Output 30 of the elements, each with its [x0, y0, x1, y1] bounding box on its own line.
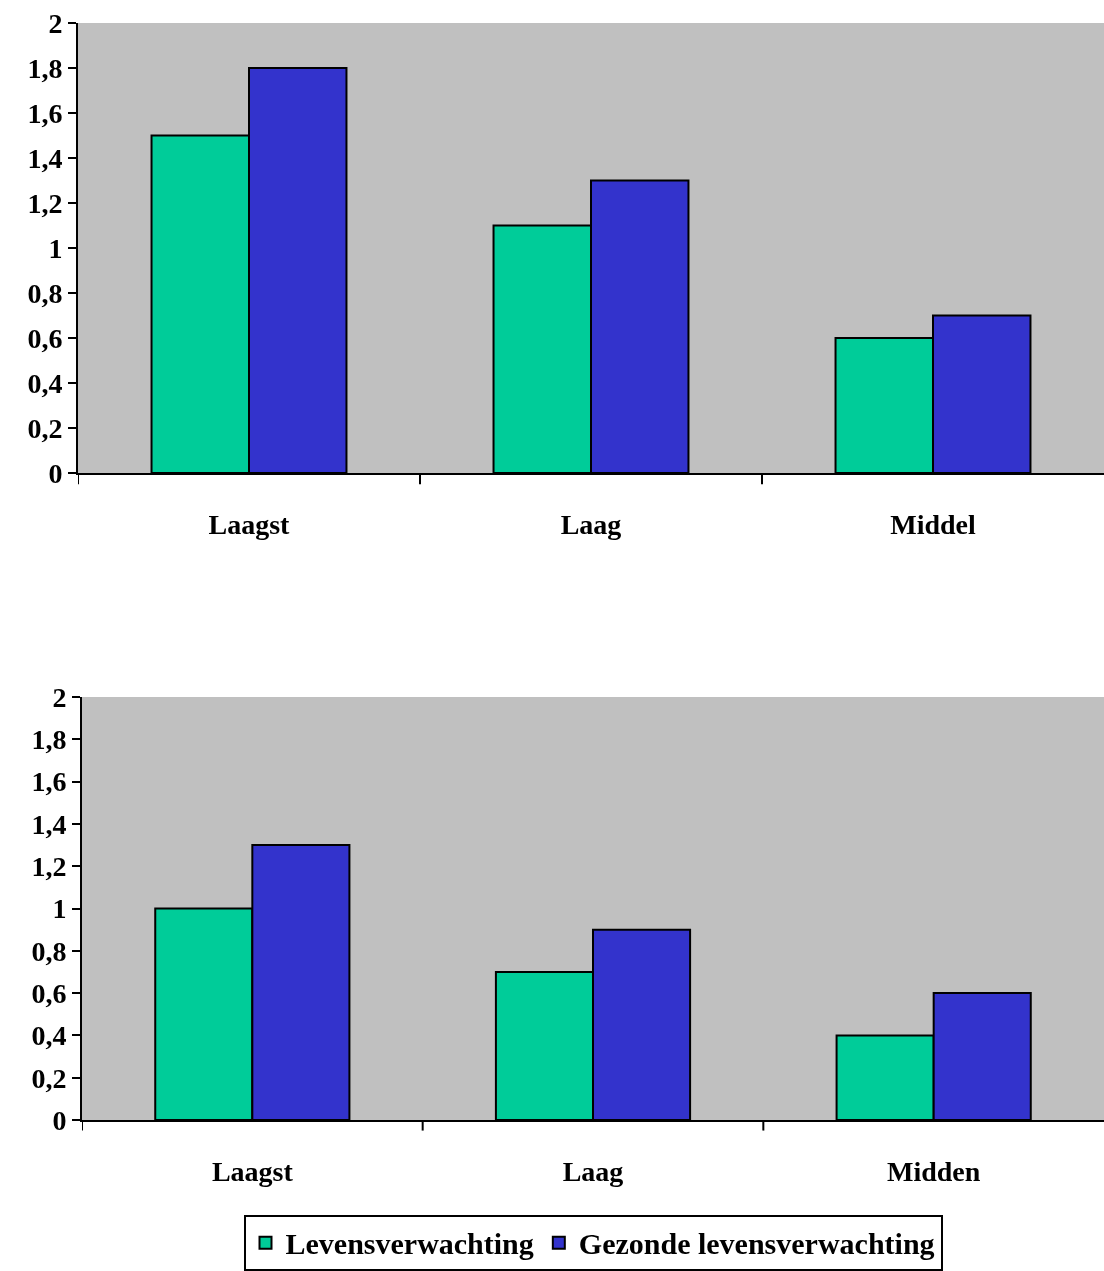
x-tick-label: Laag — [562, 1155, 624, 1187]
x-tick-label: Laagst — [211, 1155, 294, 1187]
x-tick-label: Laagst — [208, 508, 291, 540]
y-tick-label: 1,4 — [27, 142, 63, 174]
y-tick-label: 0,8 — [31, 935, 67, 967]
y-tick-label: 0,4 — [31, 1020, 67, 1052]
y-tick-label: 0,2 — [31, 1062, 67, 1094]
x-tick-label: Middel — [890, 508, 976, 540]
y-tick-label: 0,6 — [27, 322, 63, 354]
y-tick-label: 1,6 — [27, 97, 63, 129]
y-tick-label: 0,8 — [27, 277, 63, 309]
y-tick-label: 1,2 — [31, 851, 67, 882]
x-tick-label: Laag — [560, 508, 622, 540]
y-tick-label: 1,2 — [27, 187, 63, 219]
y-tick-label: 0 — [52, 1104, 67, 1136]
y-tick-label: 0,2 — [27, 412, 63, 444]
y-tick-label: 1,8 — [31, 724, 67, 756]
x-tick-label: Midden — [886, 1155, 981, 1187]
y-tick-label: 1,6 — [31, 766, 67, 798]
y-tick-label: 0,6 — [31, 977, 67, 1009]
y-tick-label: 1 — [48, 232, 63, 264]
legend-label: Gezonde levensverwachting — [578, 1227, 935, 1261]
y-tick-label: 1,8 — [27, 52, 63, 84]
y-tick-label: 1 — [52, 893, 67, 925]
y-tick-label: 2 — [48, 7, 63, 39]
legend-label: Levensverwachting — [285, 1227, 534, 1261]
y-tick-label: 0,4 — [27, 367, 63, 399]
y-tick-label: 1,4 — [31, 808, 67, 840]
y-tick-label: 2 — [52, 681, 67, 713]
y-tick-label: 0 — [48, 457, 63, 489]
